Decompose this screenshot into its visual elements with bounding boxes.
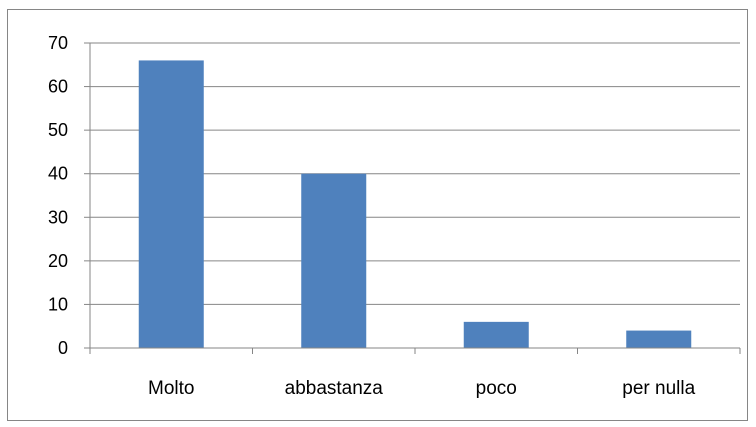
y-tick-label: 0: [58, 338, 68, 358]
y-tick-label: 30: [48, 207, 68, 227]
bar-abbastanza: [301, 173, 367, 348]
bar-per-nulla: [626, 330, 692, 348]
bar-molto: [138, 60, 204, 349]
x-category-label: per nulla: [622, 378, 695, 399]
x-category-label: poco: [476, 378, 517, 399]
y-tick-label: 60: [48, 77, 68, 97]
y-tick-label: 50: [48, 120, 68, 140]
bars: [138, 60, 692, 349]
y-tick-label: 40: [48, 164, 68, 184]
x-category-label: abbastanza: [285, 378, 384, 399]
chart-frame: [7, 9, 748, 421]
bar-poco: [463, 321, 529, 348]
x-category-label: Molto: [148, 378, 194, 399]
labels: 0 10 20 30 40 50 60 70 Molto abbastanza poco per nu…: [48, 33, 696, 399]
y-tick-label: 20: [48, 251, 68, 271]
y-tick-label: 10: [48, 294, 68, 314]
axes: [84, 42, 741, 354]
y-tick-label: 70: [48, 33, 68, 53]
